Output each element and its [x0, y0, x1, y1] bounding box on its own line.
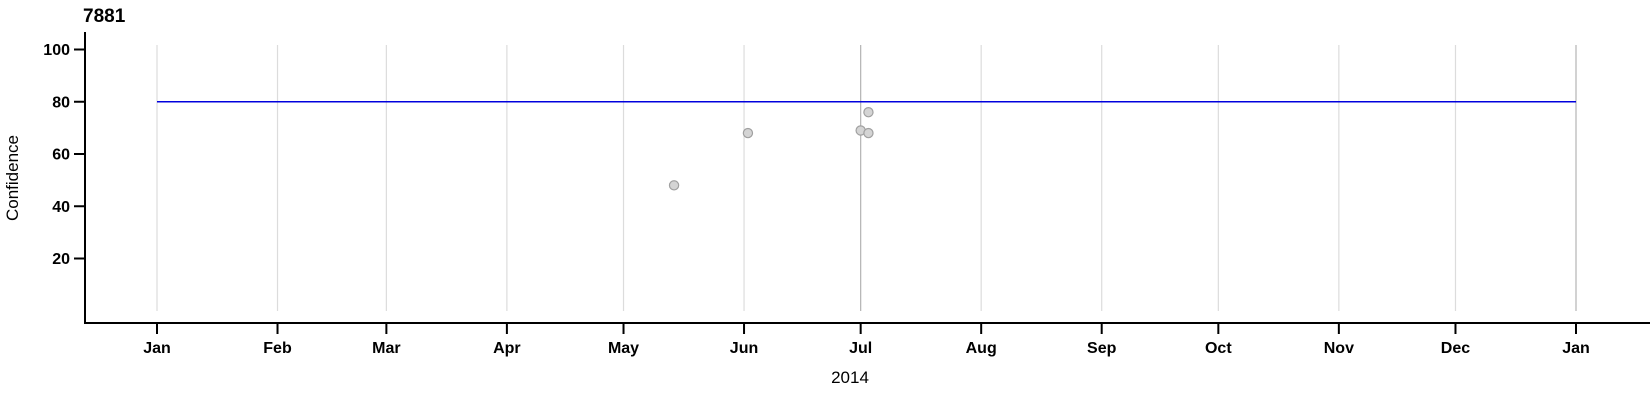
x-axis-year-label: 2014 [831, 368, 869, 387]
data-point [863, 127, 874, 139]
y-axis-title: Confidence [3, 135, 22, 221]
y-tick-label: 40 [52, 199, 70, 216]
x-tick-label: Feb [263, 340, 292, 357]
x-tick-label: Sep [1087, 340, 1117, 357]
x-tick-label: May [608, 340, 639, 357]
x-tick-label: Dec [1441, 340, 1470, 357]
x-tick-label: Jun [730, 340, 758, 357]
y-tick-label: 20 [52, 251, 70, 268]
x-tick-label: Apr [493, 340, 521, 357]
x-tick-label: Nov [1324, 340, 1354, 357]
y-tick-label: 100 [43, 42, 70, 59]
x-tick-label: Jul [849, 340, 872, 357]
x-tick-label: Oct [1205, 340, 1232, 357]
x-tick-label: Aug [966, 340, 997, 357]
x-tick-label: Jan [1562, 340, 1590, 357]
x-tick-label: Mar [372, 340, 400, 357]
data-point [742, 127, 754, 139]
data-point [668, 180, 680, 191]
y-tick-label: 60 [52, 147, 70, 164]
y-tick-label: 80 [52, 94, 70, 111]
chart-title: 7881 [83, 6, 126, 27]
data-point [863, 106, 874, 118]
x-tick-label: Jan [143, 340, 171, 357]
